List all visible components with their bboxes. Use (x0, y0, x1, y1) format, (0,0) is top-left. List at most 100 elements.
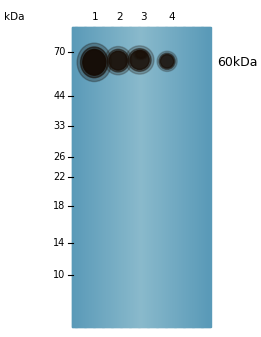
Bar (172, 27, 173, 327)
Bar (203, 27, 204, 327)
Bar (157, 27, 158, 327)
Text: 70: 70 (53, 47, 66, 57)
Bar (178, 27, 179, 327)
Bar (135, 27, 136, 327)
Bar (173, 27, 174, 327)
Bar (189, 27, 190, 327)
Bar (171, 27, 173, 327)
Bar (79, 27, 80, 327)
Bar (206, 27, 207, 327)
Bar (117, 27, 118, 327)
Bar (174, 27, 175, 327)
Bar (132, 27, 133, 327)
Bar (140, 27, 141, 327)
Bar (110, 27, 111, 327)
Bar (79, 27, 80, 327)
Bar (129, 27, 130, 327)
Bar (81, 27, 82, 327)
Bar (188, 27, 189, 327)
Bar (152, 27, 153, 327)
Bar (187, 27, 188, 327)
Bar (186, 27, 187, 327)
Ellipse shape (159, 53, 175, 69)
Bar (146, 27, 147, 327)
Bar (92, 27, 93, 327)
Bar (142, 27, 143, 327)
Bar (185, 27, 186, 327)
Bar (183, 27, 184, 327)
Ellipse shape (130, 51, 149, 69)
Bar (81, 27, 82, 327)
Bar (193, 27, 194, 327)
Bar (116, 27, 117, 327)
Bar (208, 27, 209, 327)
Bar (85, 27, 87, 327)
Bar (154, 27, 155, 327)
Text: 33: 33 (54, 121, 66, 131)
Bar (112, 27, 113, 327)
Bar (159, 27, 160, 327)
Bar (76, 27, 77, 327)
Text: 22: 22 (53, 172, 66, 182)
Bar (80, 27, 81, 327)
Bar (127, 27, 128, 327)
Bar (112, 27, 114, 327)
Bar (77, 27, 78, 327)
Bar (203, 27, 204, 327)
Bar (92, 27, 93, 327)
Bar (75, 27, 76, 327)
Bar (94, 27, 95, 327)
Text: 3: 3 (140, 12, 146, 22)
Bar (93, 27, 94, 327)
Bar (105, 27, 106, 327)
Bar (139, 27, 140, 327)
Bar (119, 27, 120, 327)
Bar (97, 27, 98, 327)
Text: 1: 1 (92, 12, 99, 22)
Bar (190, 27, 191, 327)
Ellipse shape (157, 51, 177, 71)
Bar (104, 27, 105, 327)
Bar (177, 27, 178, 327)
Bar (195, 27, 197, 327)
Bar (83, 27, 84, 327)
Bar (196, 27, 197, 327)
Bar (182, 27, 183, 327)
Bar (182, 27, 183, 327)
Ellipse shape (125, 46, 154, 74)
Bar (177, 27, 179, 327)
Bar (72, 27, 74, 327)
Text: 26: 26 (53, 152, 66, 162)
Bar (169, 27, 170, 327)
Bar (109, 27, 110, 327)
Bar (103, 27, 105, 327)
Bar (145, 27, 146, 327)
Bar (97, 27, 98, 327)
Bar (99, 27, 100, 327)
Text: 2: 2 (116, 12, 123, 22)
Bar (192, 27, 193, 327)
Bar (72, 27, 73, 327)
Bar (144, 27, 145, 327)
Bar (155, 27, 157, 327)
Bar (191, 27, 193, 327)
Text: kDa: kDa (4, 12, 25, 22)
Bar (148, 27, 149, 327)
Bar (99, 27, 100, 327)
Bar (163, 27, 164, 327)
Bar (195, 27, 196, 327)
Bar (83, 27, 85, 327)
Bar (111, 27, 112, 327)
Bar (101, 27, 102, 327)
Bar (149, 27, 150, 327)
Bar (128, 27, 129, 327)
Bar (175, 27, 177, 327)
Bar (151, 27, 152, 327)
Bar (157, 27, 159, 327)
Bar (118, 27, 119, 327)
Bar (115, 27, 116, 327)
Bar (167, 27, 168, 327)
Bar (173, 27, 175, 327)
Bar (171, 27, 172, 327)
Bar (88, 27, 90, 327)
